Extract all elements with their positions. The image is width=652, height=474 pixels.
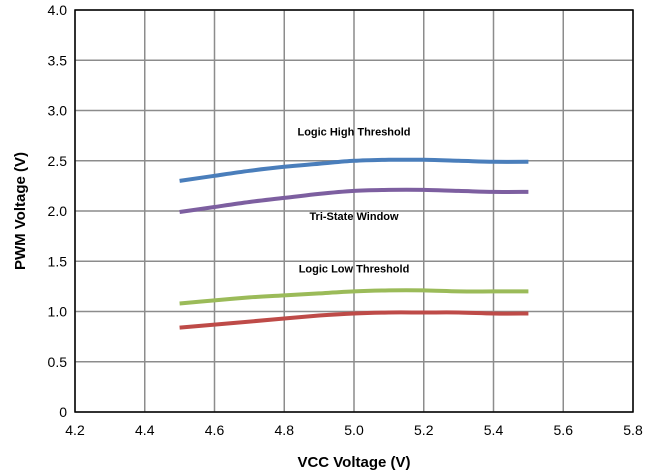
x-tick-label: 4.2: [65, 422, 85, 438]
x-tick-label: 5.6: [554, 422, 574, 438]
y-tick-label: 0: [59, 404, 67, 420]
y-tick-label: 0.5: [48, 354, 68, 370]
x-tick-label: 4.6: [205, 422, 225, 438]
y-tick-label: 3.5: [48, 52, 68, 68]
x-tick-label: 5.2: [414, 422, 434, 438]
series-line-3: [179, 310, 529, 330]
y-tick-label: 4.0: [48, 2, 68, 18]
series-line-1: [179, 187, 529, 214]
annotation-label: Tri-State Window: [309, 211, 399, 223]
x-tick-label: 5.4: [484, 422, 504, 438]
series-group: [179, 157, 529, 330]
annotation-label: Logic Low Threshold: [299, 263, 410, 275]
x-axis-title: VCC Voltage (V): [297, 454, 410, 471]
x-axis-ticks: 4.2 4.4 4.6 4.8 5.0 5.2 5.4 5.6 5.8: [65, 422, 643, 438]
x-tick-label: 5.8: [623, 422, 643, 438]
y-axis-title: PWM Voltage (V): [12, 152, 29, 270]
series-line-0: [179, 157, 529, 183]
annotations: Logic High Threshold Tri-State Window Logi…: [297, 127, 410, 276]
x-tick-label: 4.8: [275, 422, 295, 438]
x-tick-label: 4.4: [135, 422, 155, 438]
series-line-2: [179, 288, 529, 306]
x-tick-label: 5.0: [344, 422, 364, 438]
y-tick-label: 2.5: [48, 153, 68, 169]
plot-area: [74, 9, 634, 413]
y-tick-label: 1.0: [48, 304, 68, 320]
y-axis-ticks: 0 0.5 1.0 1.5 2.0 2.5 3.0 3.5 4.0: [48, 2, 68, 420]
y-tick-label: 2.0: [48, 203, 68, 219]
y-tick-label: 3.0: [48, 103, 68, 119]
annotation-label: Logic High Threshold: [297, 127, 410, 139]
y-tick-label: 1.5: [48, 253, 68, 269]
